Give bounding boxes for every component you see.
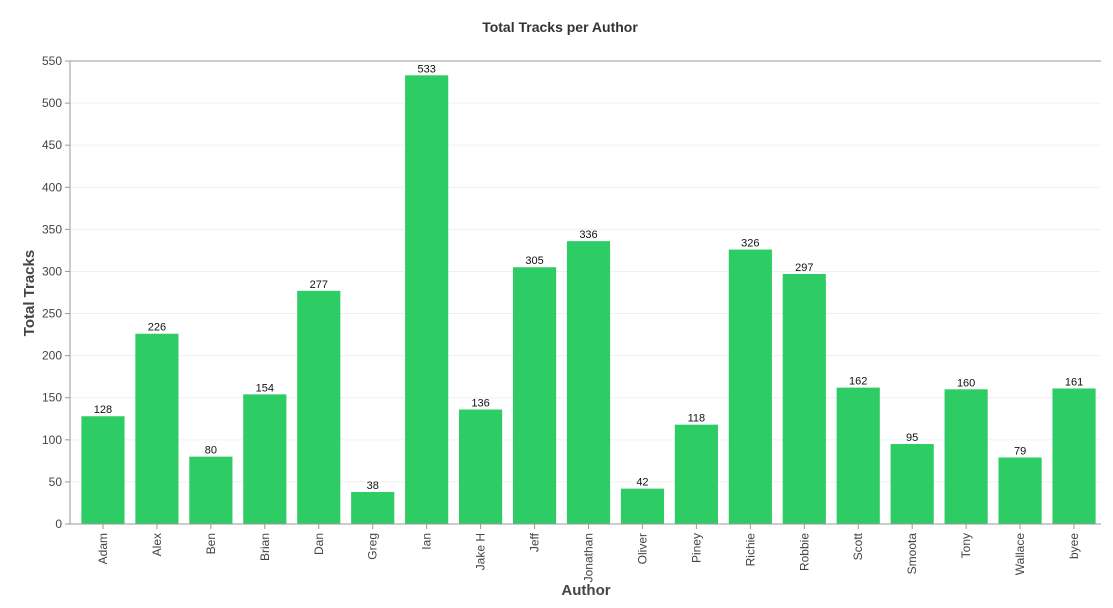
y-tick-label: 250 — [42, 307, 62, 321]
x-tick-label: Ben — [204, 533, 218, 554]
x-axis-title: Author — [561, 582, 610, 599]
bar-piney — [674, 424, 718, 524]
labels: 0 50 100 150 200 250 300 350 400 450 500 550 128 Adam… — [42, 54, 1083, 582]
data-label: 326 — [741, 238, 759, 250]
y-tick-label: 50 — [49, 475, 63, 489]
y-tick-label: 500 — [42, 96, 62, 110]
y-axis-title: Total Tracks — [21, 250, 38, 336]
data-label: 277 — [310, 279, 328, 291]
x-tick-label: Jonathan — [582, 533, 596, 582]
x-tick-label: Jeff — [528, 532, 542, 552]
bar-jeff — [512, 267, 557, 524]
data-label: 226 — [148, 322, 166, 334]
data-label: 42 — [636, 477, 648, 489]
bar-dan — [297, 290, 341, 524]
y-tick-label: 350 — [42, 222, 62, 236]
x-tick-label: Tony — [959, 533, 973, 558]
x-tick-label: Dan — [312, 533, 326, 555]
bar-richie — [728, 249, 772, 525]
bar-scott — [836, 387, 880, 524]
data-label: 95 — [906, 432, 918, 444]
data-label: 128 — [94, 404, 112, 416]
x-tick-label: Piney — [689, 533, 703, 563]
chart-title: Total Tracks per Author — [482, 19, 638, 35]
x-tick-label: Richie — [743, 533, 757, 567]
bar-ian — [405, 75, 449, 524]
data-label: 79 — [1014, 445, 1026, 457]
x-tick-label: Ian — [420, 533, 434, 550]
y-tick-label: 300 — [42, 264, 62, 278]
x-tick-label: Jake H — [474, 533, 488, 570]
x-tick-label: Wallace — [1013, 533, 1027, 576]
y-tick-label: 150 — [42, 391, 62, 405]
x-tick-label: Smoota — [905, 533, 919, 575]
y-tick-label: 450 — [42, 138, 62, 152]
data-label: 533 — [417, 63, 435, 75]
data-label: 305 — [525, 255, 543, 267]
bar-byee — [1052, 388, 1096, 524]
data-label: 160 — [957, 377, 975, 389]
x-tick-label: byee — [1067, 533, 1081, 559]
bar-jake-h — [459, 409, 503, 524]
y-tick-label: 400 — [42, 180, 62, 194]
bars — [81, 75, 1096, 525]
bar-wallace — [998, 457, 1042, 524]
bar-ben — [189, 456, 233, 524]
data-label: 118 — [688, 413, 706, 425]
x-tick-label: Brian — [258, 533, 272, 561]
bar-brian — [243, 394, 287, 524]
x-tick-label: Scott — [851, 532, 865, 560]
data-label: 161 — [1065, 376, 1083, 388]
bar-greg — [351, 492, 395, 524]
data-label: 154 — [256, 382, 274, 394]
y-tick-label: 200 — [42, 349, 62, 363]
bar-jonathan — [566, 241, 611, 524]
x-tick-label: Oliver — [635, 533, 649, 564]
data-label: 297 — [795, 262, 813, 274]
data-label: 336 — [579, 229, 597, 241]
axes — [65, 60, 1101, 529]
bar-robbie — [782, 273, 826, 524]
data-label: 162 — [849, 376, 867, 388]
x-tick-label: Adam — [96, 533, 110, 564]
x-tick-label: Robbie — [797, 533, 811, 571]
data-label: 80 — [205, 445, 217, 457]
y-tick-label: 0 — [55, 517, 62, 531]
bar-alex — [135, 333, 179, 524]
bar-tony — [944, 389, 988, 524]
bar-smoota — [890, 444, 934, 524]
x-tick-label: Alex — [150, 533, 164, 556]
x-tick-label: Greg — [366, 533, 380, 560]
y-tick-label: 100 — [42, 433, 62, 447]
data-label: 38 — [367, 480, 379, 492]
y-tick-label: 550 — [42, 54, 62, 68]
bar-oliver — [620, 488, 665, 524]
data-label: 136 — [471, 398, 489, 410]
bar-adam — [81, 416, 125, 524]
